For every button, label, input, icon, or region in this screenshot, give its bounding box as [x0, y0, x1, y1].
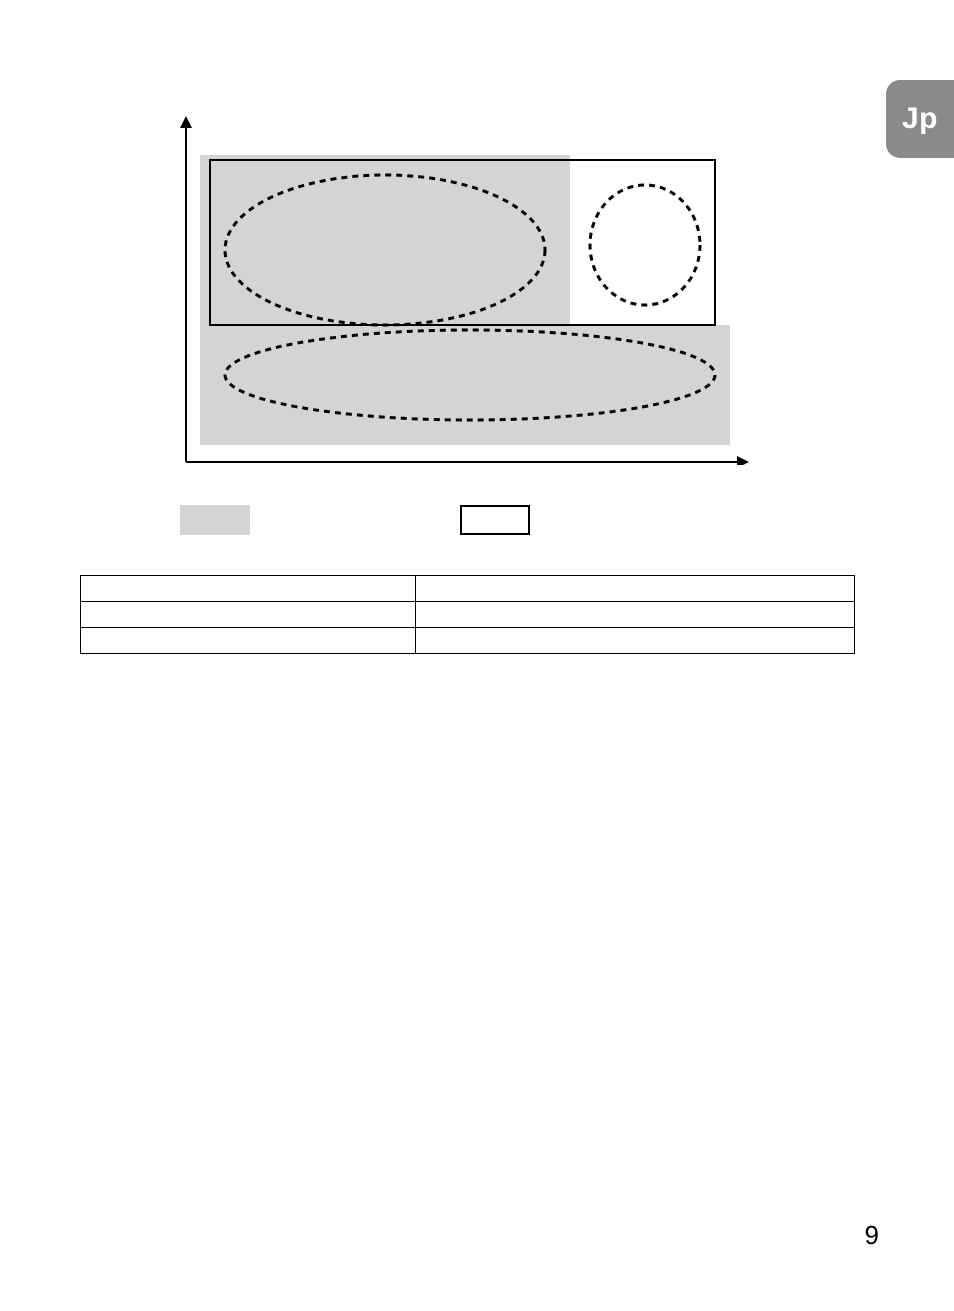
data-table [80, 575, 855, 654]
table-cell [81, 576, 416, 602]
legend-item-outline [460, 505, 530, 535]
legend-swatch-filled [180, 505, 250, 535]
table-cell [415, 576, 854, 602]
table-cell [415, 602, 854, 628]
chart-ellipse-3 [590, 185, 700, 305]
legend-swatch-outline [460, 505, 530, 535]
table-cell [415, 628, 854, 654]
language-tab-label: Jp [902, 102, 938, 136]
language-tab: Jp [886, 80, 954, 158]
table-cell [81, 628, 416, 654]
table-row [81, 628, 855, 654]
table-body [81, 576, 855, 654]
page: Jp [0, 0, 954, 1311]
chart-legend [180, 505, 530, 535]
chart-gray-region-2 [200, 325, 730, 445]
chart-diagram [170, 115, 755, 465]
table-cell [81, 602, 416, 628]
table-row [81, 576, 855, 602]
legend-item-filled [180, 505, 250, 535]
page-number: 9 [865, 1220, 879, 1251]
table-row [81, 602, 855, 628]
